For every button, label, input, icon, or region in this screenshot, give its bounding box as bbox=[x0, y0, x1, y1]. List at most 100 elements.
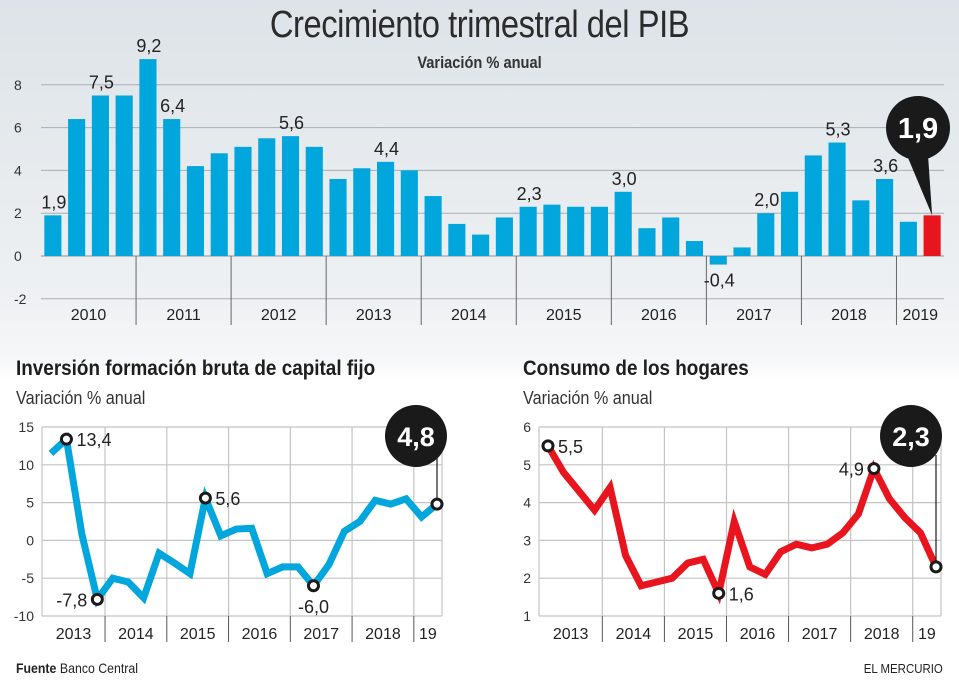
x-year-label: 2010 bbox=[71, 307, 107, 324]
investment-subtitle: Variación % anual bbox=[16, 388, 146, 408]
x-year-label: 2016 bbox=[242, 626, 278, 643]
x-year-label: 2014 bbox=[616, 626, 652, 643]
callout-bubble bbox=[886, 96, 950, 160]
bar bbox=[305, 146, 323, 256]
source-label: Fuente bbox=[16, 660, 57, 676]
bar bbox=[115, 95, 133, 256]
bar bbox=[44, 215, 62, 256]
investment-title: Inversión formación bruta de capital fij… bbox=[16, 357, 376, 380]
y-tick-label: 10 bbox=[18, 457, 34, 473]
bar bbox=[353, 168, 371, 256]
bar bbox=[424, 196, 442, 256]
y-tick-label: 6 bbox=[523, 419, 531, 435]
y-tick-label: 3 bbox=[523, 532, 531, 548]
x-year-label: 2017 bbox=[802, 626, 838, 643]
brand-logo: EL MERCURIO bbox=[863, 661, 943, 676]
y-tick-label: 2 bbox=[14, 205, 22, 221]
bar bbox=[400, 170, 418, 256]
bar bbox=[804, 155, 822, 256]
y-tick-label: 6 bbox=[14, 120, 22, 136]
bar bbox=[567, 206, 585, 256]
data-point-label: 4,9 bbox=[839, 460, 864, 480]
bar bbox=[685, 241, 704, 256]
bar bbox=[876, 178, 894, 256]
bar-data-label: 6,4 bbox=[160, 96, 185, 116]
x-year-label: 2016 bbox=[641, 307, 677, 324]
bar-data-label: 5,6 bbox=[279, 113, 304, 133]
bar-data-label: 1,9 bbox=[41, 192, 66, 212]
bar bbox=[448, 223, 466, 256]
consumption-title: Consumo de los hogares bbox=[523, 357, 749, 380]
data-point-marker bbox=[306, 579, 320, 593]
source-note: Fuente Banco Central bbox=[16, 660, 138, 676]
x-year-label: 2015 bbox=[678, 626, 714, 643]
x-year-label: 2012 bbox=[261, 307, 297, 324]
chart-subtitle: Variación % anual bbox=[417, 53, 542, 72]
bar-data-label: -0,4 bbox=[704, 271, 735, 291]
bar bbox=[614, 191, 632, 256]
y-tick-label: 0 bbox=[14, 248, 22, 264]
y-tick-label: 4 bbox=[14, 162, 22, 178]
callout-bubble bbox=[880, 405, 942, 467]
bar bbox=[163, 119, 181, 256]
y-tick-label: 5 bbox=[26, 495, 34, 511]
x-year-label: 2015 bbox=[180, 626, 216, 643]
bar bbox=[923, 215, 941, 256]
bar-data-label: 2,3 bbox=[517, 184, 542, 204]
bar bbox=[662, 217, 680, 256]
data-point-label: 5,5 bbox=[558, 437, 583, 457]
bar bbox=[377, 161, 395, 256]
consumption-line-chart: 6 5 4 3 2 1 2013 2014 2015 2016 2017 2018 19 5,5 1,6 4,… bbox=[523, 405, 943, 643]
bar bbox=[258, 138, 276, 256]
x-year-label: 2018 bbox=[365, 626, 401, 643]
bar bbox=[139, 59, 157, 257]
bar bbox=[590, 206, 608, 256]
bar bbox=[91, 95, 109, 256]
bar bbox=[852, 200, 870, 256]
data-point-marker bbox=[90, 592, 104, 606]
y-tick-label: -2 bbox=[14, 291, 27, 307]
bar bbox=[519, 206, 537, 256]
data-point-label: 13,4 bbox=[76, 430, 111, 450]
callout-value: 4,8 bbox=[397, 422, 435, 452]
y-tick-label: 8 bbox=[14, 77, 22, 93]
x-year-label: 2017 bbox=[736, 307, 772, 324]
bar-data-label: 3,0 bbox=[612, 169, 637, 189]
data-point-label: -7,8 bbox=[56, 590, 87, 610]
investment-line-chart: 15 10 5 0 -5 -10 2013 2014 2015 2016 2017 2018 19 13,… bbox=[14, 405, 447, 643]
callout-bubble bbox=[385, 405, 447, 467]
bar-data-label: 2,0 bbox=[754, 190, 779, 210]
data-point-marker bbox=[867, 462, 881, 476]
bar bbox=[709, 256, 727, 265]
x-year-label: 2014 bbox=[118, 626, 154, 643]
bar bbox=[186, 166, 205, 256]
bar bbox=[329, 178, 347, 256]
y-tick-label: 5 bbox=[523, 457, 531, 473]
bar-data-label: 4,4 bbox=[374, 139, 399, 159]
callout-value: 2,3 bbox=[892, 422, 930, 452]
x-year-label: 19 bbox=[918, 626, 936, 643]
bar bbox=[68, 119, 86, 256]
y-tick-label: 4 bbox=[523, 495, 531, 511]
series-line bbox=[544, 444, 940, 605]
y-tick-label: 15 bbox=[18, 419, 34, 435]
x-year-label: 2016 bbox=[740, 626, 776, 643]
chart-title: Crecimiento trimestral del PIB bbox=[269, 4, 690, 46]
bar-data-label: 5,3 bbox=[826, 120, 851, 140]
y-tick-label: 2 bbox=[523, 570, 531, 586]
data-point-marker bbox=[541, 439, 555, 453]
bar bbox=[780, 191, 799, 256]
callout-value: 1,9 bbox=[898, 113, 938, 145]
bar bbox=[899, 221, 917, 256]
x-year-label: 2014 bbox=[451, 307, 487, 324]
bar bbox=[495, 217, 513, 256]
x-year-label: 2015 bbox=[546, 307, 582, 324]
bar bbox=[757, 213, 775, 256]
data-point-label: -6,0 bbox=[298, 597, 329, 617]
x-year-label: 2013 bbox=[553, 626, 589, 643]
bar-data-label: 7,5 bbox=[89, 73, 114, 93]
pib-bar-chart: 8 6 4 2 0 -2 2010 2011 2012 2013 2014 2015 2016 2017 2… bbox=[14, 36, 950, 325]
y-tick-label: -5 bbox=[22, 570, 35, 586]
source-name: Banco Central bbox=[59, 660, 138, 676]
data-point-marker bbox=[430, 497, 444, 511]
